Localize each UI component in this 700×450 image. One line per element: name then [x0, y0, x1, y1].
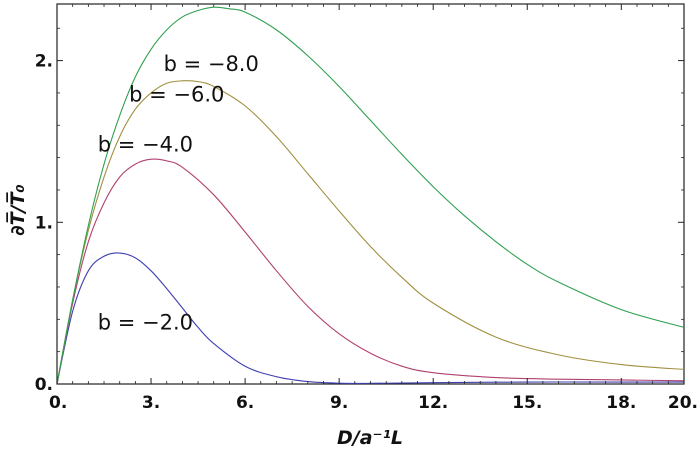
y-tick-label: 0. — [35, 375, 53, 395]
x-axis-label: D/a⁻¹L — [337, 427, 403, 449]
curve-label-3: b = −8.0 — [164, 52, 259, 76]
series-line-3 — [56, 6, 685, 385]
x-tick-label: 6. — [236, 393, 254, 413]
curve-label-2: b = −6.0 — [129, 83, 224, 107]
series-line-0 — [56, 252, 684, 385]
series-line-2 — [56, 80, 685, 385]
y-axis-label: ∂T̅/T̅₀ — [6, 184, 29, 236]
x-tick-label: 12. — [418, 393, 448, 413]
x-tick-label: 9. — [330, 393, 348, 413]
x-tick-label: 3. — [142, 393, 160, 413]
curve-label-1: b = −4.0 — [98, 133, 193, 157]
curve-labels: b = −2.0 b = −4.0 b = −6.0 b = −8.0 — [98, 52, 259, 335]
x-tick-label: 15. — [512, 393, 542, 413]
x-tick-label: 18. — [606, 393, 636, 413]
x-axis-ticks: 0. 3. 6. 9. 12. 15. 18. 20. — [49, 4, 698, 413]
y-axis-ticks: 0. 1. 2. — [35, 27, 684, 395]
y-tick-label: 1. — [35, 213, 53, 233]
x-tick-label: 20. — [668, 393, 698, 413]
x-tick-label: 0. — [49, 393, 67, 413]
y-tick-label: 2. — [35, 52, 53, 72]
series-line-1 — [56, 158, 685, 385]
curve-label-0: b = −2.0 — [98, 311, 193, 335]
curves — [56, 6, 685, 385]
